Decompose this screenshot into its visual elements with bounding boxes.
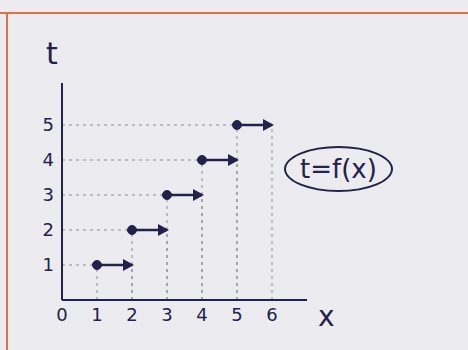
svg-text:0: 0 <box>56 304 67 325</box>
svg-text:4: 4 <box>43 149 54 170</box>
svg-text:1: 1 <box>91 304 102 325</box>
svg-text:5: 5 <box>231 304 242 325</box>
svg-text:2: 2 <box>43 219 54 240</box>
svg-text:3: 3 <box>161 304 172 325</box>
svg-text:5: 5 <box>43 114 54 135</box>
svg-text:3: 3 <box>43 184 54 205</box>
html-text:t: t <box>46 36 58 71</box>
html-text:t=f(x): t=f(x) <box>300 154 377 184</box>
svg-text:4: 4 <box>196 304 207 325</box>
svg-text:1: 1 <box>43 254 54 275</box>
svg-text:2: 2 <box>126 304 137 325</box>
html-text:x: x <box>318 300 335 333</box>
svg-text:6: 6 <box>266 304 277 325</box>
